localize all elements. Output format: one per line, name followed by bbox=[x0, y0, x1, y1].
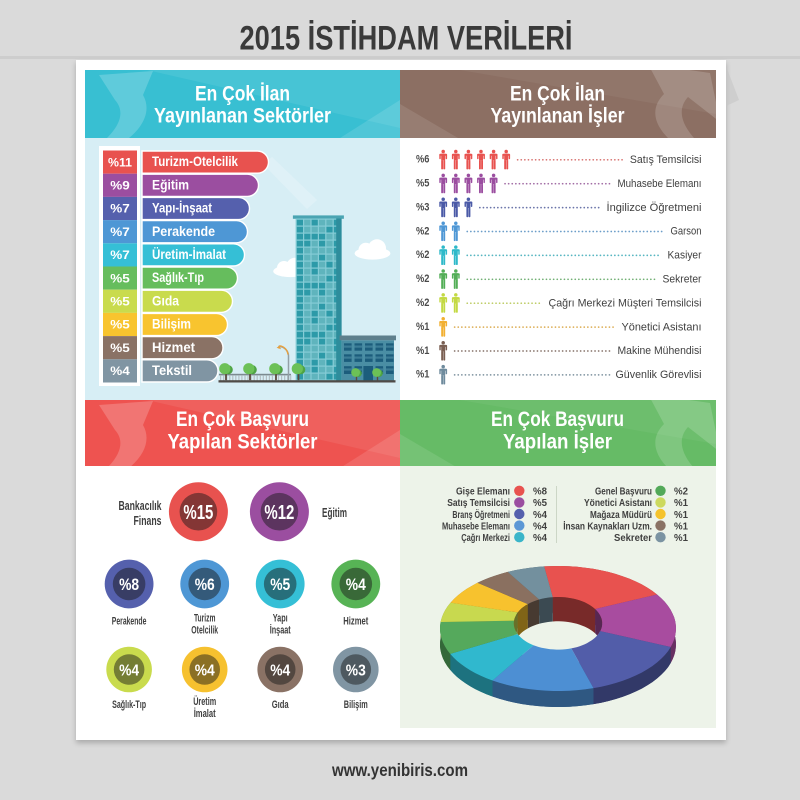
svg-text:En Çok İlan: En Çok İlan bbox=[195, 83, 290, 106]
svg-text:Finans: Finans bbox=[134, 514, 162, 528]
svg-text:%7: %7 bbox=[110, 204, 130, 216]
svg-text:Satış Temsilcisi: Satış Temsilcisi bbox=[630, 154, 702, 166]
svg-text:%2: %2 bbox=[416, 297, 429, 309]
svg-text:%1: %1 bbox=[674, 497, 688, 509]
svg-text:%5: %5 bbox=[110, 343, 130, 355]
svg-text:İngilizce Öğretmeni: İngilizce Öğretmeni bbox=[607, 201, 702, 214]
svg-text:Satış Temsilcisi: Satış Temsilcisi bbox=[447, 497, 510, 509]
svg-text:Branş Öğretmeni: Branş Öğretmeni bbox=[452, 508, 510, 521]
svg-text:%5: %5 bbox=[270, 575, 290, 594]
svg-text:2015 İSTİHDAM VERİLERİ: 2015 İSTİHDAM VERİLERİ bbox=[240, 20, 573, 58]
svg-text:Sekreter: Sekreter bbox=[614, 532, 652, 544]
svg-text:%3: %3 bbox=[416, 201, 429, 213]
svg-text:En Çok Başvuru: En Çok Başvuru bbox=[176, 408, 309, 431]
svg-text:Sekreter: Sekreter bbox=[663, 274, 702, 286]
svg-text:Gıda: Gıda bbox=[152, 292, 179, 308]
svg-text:Yönetici Asistanı: Yönetici Asistanı bbox=[622, 321, 702, 333]
svg-text:%2: %2 bbox=[416, 225, 429, 237]
svg-text:%4: %4 bbox=[270, 662, 290, 679]
svg-text:%5: %5 bbox=[110, 273, 130, 285]
svg-text:%1: %1 bbox=[416, 321, 429, 333]
svg-text:%4: %4 bbox=[533, 532, 547, 544]
svg-text:www.yenibiris.com: www.yenibiris.com bbox=[331, 760, 468, 780]
svg-text:Perakende: Perakende bbox=[112, 616, 147, 628]
svg-text:%1: %1 bbox=[674, 509, 688, 521]
svg-text:Hizmet: Hizmet bbox=[152, 339, 195, 355]
svg-text:Yayınlanan Sektörler: Yayınlanan Sektörler bbox=[154, 105, 331, 128]
svg-text:Makine Mühendisi: Makine Mühendisi bbox=[618, 345, 702, 357]
svg-text:İnşaat: İnşaat bbox=[270, 624, 291, 637]
svg-text:Otelcilik: Otelcilik bbox=[191, 625, 218, 637]
svg-text:Çağrı Merkezi Müşteri Temsilci: Çağrı Merkezi Müşteri Temsilcisi bbox=[549, 297, 702, 309]
svg-text:İmalat: İmalat bbox=[194, 707, 216, 720]
svg-text:Eğitim: Eğitim bbox=[152, 176, 189, 192]
svg-text:Sağlık-Tıp: Sağlık-Tıp bbox=[152, 269, 204, 285]
svg-text:Yönetici Asistanı: Yönetici Asistanı bbox=[584, 497, 652, 509]
svg-text:Güvenlik Görevlisi: Güvenlik Görevlisi bbox=[616, 369, 702, 381]
svg-text:%8: %8 bbox=[533, 486, 547, 498]
svg-text:Hizmet: Hizmet bbox=[343, 616, 368, 628]
svg-text:%6: %6 bbox=[416, 154, 429, 166]
svg-text:Eğitim: Eğitim bbox=[322, 506, 347, 520]
svg-text:Turizm: Turizm bbox=[194, 613, 216, 625]
svg-text:%5: %5 bbox=[110, 297, 130, 309]
svg-text:%5: %5 bbox=[533, 497, 547, 509]
svg-text:Mağaza Müdürü: Mağaza Müdürü bbox=[590, 509, 652, 521]
svg-text:%4: %4 bbox=[195, 662, 215, 679]
svg-text:%1: %1 bbox=[416, 345, 429, 357]
svg-text:Sağlık-Tıp: Sağlık-Tıp bbox=[112, 699, 146, 711]
svg-text:Gişe Elemanı: Gişe Elemanı bbox=[456, 486, 510, 498]
svg-text:%4: %4 bbox=[533, 509, 547, 521]
svg-text:%2: %2 bbox=[416, 273, 429, 285]
svg-text:En Çok İlan: En Çok İlan bbox=[510, 83, 605, 106]
svg-text:Yapılan İşler: Yapılan İşler bbox=[503, 431, 612, 454]
svg-text:Muhasebe Elemanı: Muhasebe Elemanı bbox=[618, 178, 702, 190]
svg-text:Bankacılık: Bankacılık bbox=[119, 499, 162, 513]
svg-text:%5: %5 bbox=[416, 178, 429, 190]
svg-text:%4: %4 bbox=[119, 662, 139, 679]
svg-text:Üretim-İmalat: Üretim-İmalat bbox=[152, 246, 226, 262]
svg-text:En Çok Başvuru: En Çok Başvuru bbox=[491, 408, 624, 431]
svg-text:%2: %2 bbox=[416, 249, 429, 261]
svg-text:%15: %15 bbox=[183, 502, 213, 524]
svg-text:Muhasebe Elemanı: Muhasebe Elemanı bbox=[442, 520, 510, 532]
svg-text:Garson: Garson bbox=[671, 226, 702, 238]
svg-text:%1: %1 bbox=[674, 520, 688, 532]
svg-text:%3: %3 bbox=[346, 662, 366, 679]
svg-text:%7: %7 bbox=[110, 250, 130, 262]
svg-text:Yapı: Yapı bbox=[273, 613, 288, 625]
svg-text:Bilişim: Bilişim bbox=[344, 699, 368, 711]
svg-text:Çağrı Merkezi: Çağrı Merkezi bbox=[461, 532, 510, 544]
svg-text:İnsan Kaynakları Uzm.: İnsan Kaynakları Uzm. bbox=[563, 519, 652, 532]
svg-text:Genel Başvuru: Genel Başvuru bbox=[595, 486, 652, 498]
svg-text:Bilişim: Bilişim bbox=[152, 316, 191, 332]
svg-text:%2: %2 bbox=[674, 486, 688, 498]
svg-text:Turizm-Otelcilik: Turizm-Otelcilik bbox=[152, 153, 238, 169]
svg-text:Gıda: Gıda bbox=[272, 699, 290, 711]
svg-text:%6: %6 bbox=[195, 575, 215, 594]
svg-text:%4: %4 bbox=[110, 366, 130, 378]
svg-text:%8: %8 bbox=[119, 575, 139, 594]
svg-text:%4: %4 bbox=[533, 520, 547, 532]
svg-text:%4: %4 bbox=[346, 575, 366, 594]
svg-text:%7: %7 bbox=[110, 227, 130, 239]
svg-text:%1: %1 bbox=[416, 369, 429, 381]
svg-text:%11: %11 bbox=[108, 157, 133, 169]
svg-text:Tekstil: Tekstil bbox=[152, 362, 192, 378]
svg-text:Yapılan Sektörler: Yapılan Sektörler bbox=[168, 431, 318, 454]
svg-text:Yapı-İnşaat: Yapı-İnşaat bbox=[152, 200, 212, 216]
svg-text:Perakende: Perakende bbox=[152, 223, 215, 239]
svg-text:%5: %5 bbox=[110, 320, 130, 332]
svg-text:%1: %1 bbox=[674, 532, 688, 544]
svg-text:%12: %12 bbox=[264, 502, 294, 524]
svg-text:Kasiyer: Kasiyer bbox=[668, 250, 702, 262]
svg-text:%9: %9 bbox=[110, 181, 130, 193]
svg-text:Üretim: Üretim bbox=[193, 695, 216, 708]
svg-text:Yayınlanan İşler: Yayınlanan İşler bbox=[491, 105, 625, 128]
